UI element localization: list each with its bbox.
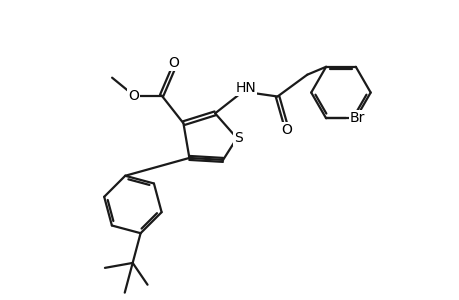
Text: O: O [280, 123, 291, 137]
Text: S: S [234, 131, 243, 145]
Text: HN: HN [235, 81, 256, 94]
Text: Br: Br [349, 111, 365, 125]
Text: O: O [168, 56, 179, 70]
Text: O: O [128, 88, 139, 103]
